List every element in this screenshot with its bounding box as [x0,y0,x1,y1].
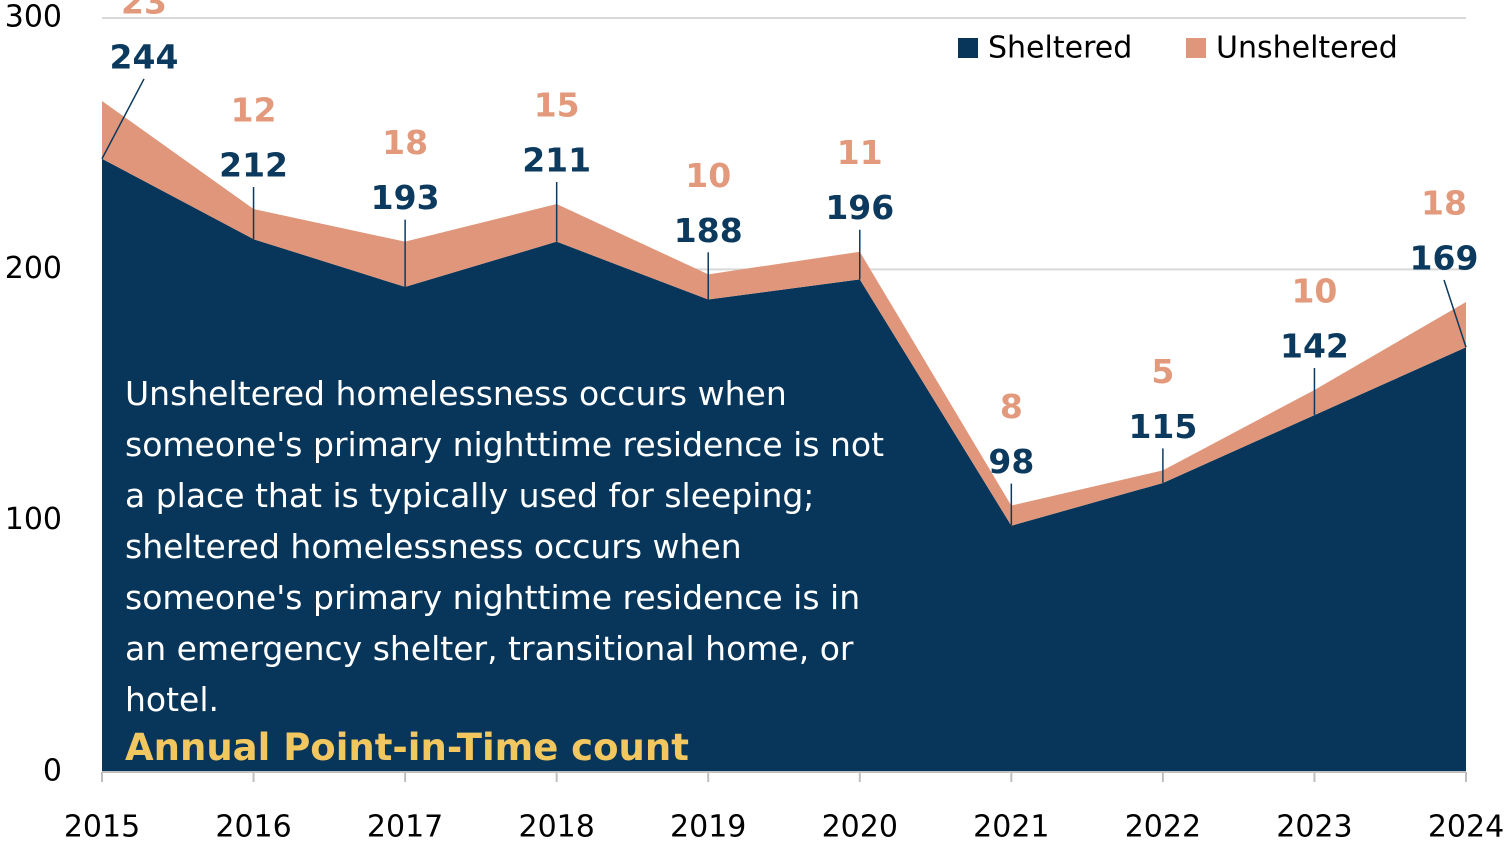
data-label: 5 [1151,352,1174,391]
data-label: 10 [1291,271,1337,310]
data-label: 212 [219,146,288,185]
data-label: 15 [534,85,580,124]
data-label: 23 [121,0,167,21]
chart-title: Annual Point-in-Time count [125,726,689,769]
data-label: 211 [522,140,591,179]
x-tick-label: 2021 [973,810,1049,845]
data-label: 98 [988,442,1034,481]
data-label: 142 [1280,326,1349,365]
area [102,158,1466,772]
x-tick-label: 2018 [518,810,594,845]
legend-swatch [1186,38,1206,58]
x-tick-label: 2022 [1125,810,1201,845]
x-tick-label: 2019 [670,810,746,845]
data-label: 244 [110,37,179,76]
y-tick-label: 200 [5,251,62,286]
data-label: 115 [1128,407,1197,446]
y-tick-label: 0 [43,754,62,789]
data-label: 8 [1000,387,1023,426]
leader-line [1443,279,1467,348]
y-tick-label: 300 [5,0,62,35]
data-label: 18 [1421,184,1467,223]
data-label: 10 [685,156,731,195]
data-label: 12 [231,91,277,130]
data-label: 196 [825,188,894,227]
x-tick-label: 2016 [215,810,291,845]
data-label: 11 [837,133,883,172]
annotation: Unsheltered homelessness occurs when som… [125,374,885,719]
y-tick-label: 100 [5,502,62,537]
legend-swatch [958,38,978,58]
data-label: 193 [371,178,440,217]
leader-line [101,78,145,160]
x-tick-label: 2023 [1276,810,1352,845]
x-tick-label: 2020 [822,810,898,845]
data-label: 169 [1410,239,1479,278]
data-label: 18 [382,123,428,162]
data-label: 188 [674,211,743,250]
x-tick-label: 2017 [367,810,443,845]
x-tick-label: 2024 [1428,810,1504,845]
legend-label: Unsheltered [1216,31,1398,66]
legend-label: Sheltered [988,31,1132,66]
x-tick-label: 2015 [64,810,140,845]
